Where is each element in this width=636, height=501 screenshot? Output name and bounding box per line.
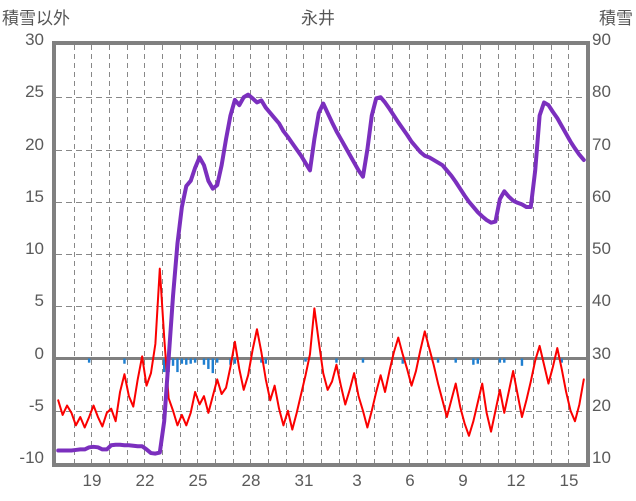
x-tick-8: 12 — [506, 471, 526, 490]
snow-depth-line — [56, 92, 586, 456]
x-tick-5: 3 — [352, 471, 362, 490]
right-tick-2: 70 — [592, 134, 611, 154]
chart-svg — [56, 45, 586, 463]
left-tick-7: -5 — [28, 395, 44, 415]
x-tick-2: 25 — [188, 471, 208, 490]
x-tick-4: 31 — [294, 471, 314, 490]
x-tick-6: 6 — [405, 471, 415, 490]
x-tick-9: 15 — [559, 471, 579, 490]
left-tick-5: 5 — [34, 291, 44, 311]
chart-title: 永井 — [301, 9, 335, 28]
left-tick-8: -10 — [19, 448, 44, 467]
right-tick-4: 50 — [592, 239, 611, 258]
x-tick-7: 9 — [458, 471, 468, 490]
plot-area — [52, 41, 590, 467]
left-tick-0: 30 — [25, 30, 44, 49]
right-axis-title: 積雪 — [599, 9, 633, 28]
x-tick-1: 22 — [135, 471, 155, 490]
right-tick-0: 90 — [592, 30, 611, 49]
gridlines — [56, 45, 586, 463]
x-tick-0: 19 — [82, 471, 102, 490]
plot-inner — [56, 45, 586, 463]
temperature-line — [57, 267, 585, 437]
left-tick-1: 25 — [25, 82, 44, 102]
right-tick-7: 20 — [592, 395, 611, 415]
right-tick-1: 80 — [592, 82, 611, 102]
right-tick-3: 60 — [592, 186, 611, 206]
left-axis-title: 積雪以外 — [2, 9, 70, 28]
right-tick-5: 40 — [592, 291, 611, 311]
x-tick-3: 28 — [241, 471, 261, 490]
precipitation-bars — [87, 358, 563, 374]
right-tick-6: 30 — [592, 343, 611, 363]
left-tick-3: 15 — [25, 186, 44, 206]
left-tick-4: 10 — [25, 239, 44, 258]
left-tick-2: 20 — [25, 134, 44, 154]
left-tick-6: 0 — [34, 343, 44, 363]
right-tick-8: 10 — [592, 448, 611, 467]
